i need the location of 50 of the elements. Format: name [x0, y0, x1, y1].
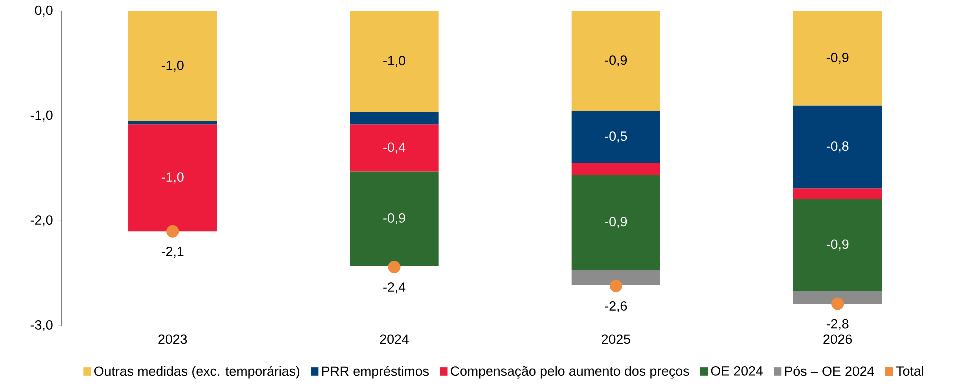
bar	[572, 110, 661, 164]
bar	[350, 11, 439, 112]
data-label: -0,9	[826, 240, 849, 251]
point	[166, 225, 180, 238]
legend-label: OE 2024	[711, 366, 763, 376]
data-label: -0,9	[605, 217, 628, 228]
data-label: -0,4	[384, 142, 406, 154]
bar	[794, 291, 882, 304]
point	[388, 260, 401, 274]
data-label: -1,0	[162, 172, 184, 184]
y-tick-label: -1,0	[30, 110, 53, 122]
data-label: -2,6	[605, 302, 628, 313]
bar	[572, 270, 661, 286]
point	[832, 298, 844, 310]
bar	[572, 174, 661, 270]
legend-label: Pós – OE 2024	[785, 366, 874, 376]
bar	[572, 163, 661, 175]
bar	[128, 124, 218, 232]
data-label: -0,9	[826, 53, 849, 64]
point	[610, 280, 622, 292]
legend-label: Total	[896, 366, 924, 376]
legend-label: Outras medidas (exc. temporárias)	[94, 366, 300, 379]
bar	[794, 188, 882, 200]
y-tick-label: -2,0	[30, 216, 53, 227]
x-tick-label: 2023	[158, 334, 188, 344]
data-label: -0,9	[605, 56, 628, 67]
y-tick-label: -3,0	[30, 320, 53, 332]
legend-label: Compensação pelo aumento dos preços	[451, 366, 690, 379]
data-label: -1,0	[162, 60, 184, 72]
y-tick-label: 0,0	[35, 6, 53, 17]
data-label: -0,9	[384, 214, 406, 225]
bar	[350, 124, 439, 172]
bar	[794, 106, 882, 189]
data-label: -0,8	[826, 142, 849, 153]
data-label: -2,1	[162, 246, 184, 258]
x-tick-label: 2025	[602, 334, 630, 344]
data-label: -2,8	[826, 319, 849, 330]
data-label: -0,5	[605, 132, 628, 143]
bar	[572, 11, 661, 111]
bar	[128, 121, 218, 125]
bar	[794, 11, 882, 106]
bar	[794, 199, 882, 292]
legend-label: PRR empréstimos	[322, 366, 429, 379]
data-label: -2,4	[384, 282, 406, 294]
bar	[128, 11, 218, 122]
x-tick-label: 2024	[380, 334, 409, 344]
data-label: -1,0	[384, 56, 406, 68]
x-tick-label: 2026	[824, 334, 852, 344]
bar	[350, 172, 439, 266]
bar	[350, 112, 439, 125]
